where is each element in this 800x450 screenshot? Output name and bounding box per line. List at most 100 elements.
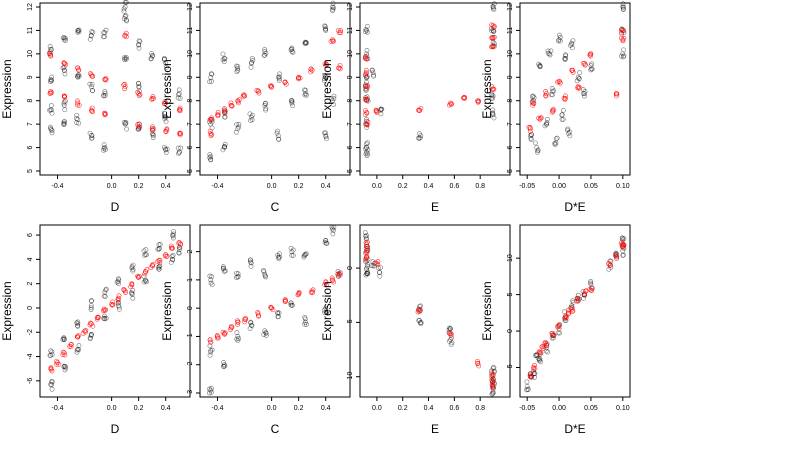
- x-tick-label: 0.2: [134, 405, 144, 412]
- x-tick-label: 0.6: [449, 183, 459, 190]
- observed-point: [531, 368, 536, 374]
- observed-point: [249, 112, 255, 118]
- y-axis-label: Expression: [480, 281, 494, 340]
- y-tick-label: -5: [347, 319, 354, 325]
- y-tick-label: 9: [347, 75, 354, 79]
- observed-point: [175, 92, 181, 98]
- observed-point: [490, 390, 495, 396]
- fitted-point: [229, 324, 235, 330]
- panel-4: -0.05 0.00 0.05 0.10 5 6 7 8 9 10 11 12 D*E Expressio…: [480, 1, 631, 214]
- observed-point: [88, 298, 94, 304]
- observed-point: [276, 310, 282, 316]
- observed-point: [130, 262, 136, 268]
- observed-point: [248, 64, 254, 70]
- observed-point: [250, 57, 256, 63]
- fitted-point: [335, 273, 341, 279]
- observed-point: [553, 136, 559, 142]
- observed-point: [363, 151, 369, 157]
- observed-point: [207, 79, 213, 85]
- observed-point: [588, 279, 594, 284]
- fitted-point: [221, 331, 227, 337]
- fitted-point: [563, 93, 568, 99]
- observed-point: [532, 140, 538, 146]
- x-tick-label: 0.4: [161, 405, 171, 412]
- y-tick-label: 11: [27, 27, 34, 34]
- fitted-point: [575, 85, 581, 90]
- fitted-point: [461, 95, 467, 101]
- fitted-point: [587, 51, 593, 57]
- fitted-point: [90, 323, 96, 329]
- observed-point: [62, 107, 68, 113]
- fitted-point: [620, 38, 626, 44]
- fitted-point: [621, 28, 627, 34]
- observed-point: [220, 51, 226, 57]
- fitted-point: [577, 85, 582, 91]
- observed-point: [74, 112, 80, 118]
- observed-point: [529, 132, 534, 137]
- fitted-point: [328, 39, 334, 44]
- observed-point: [177, 96, 183, 101]
- observed-point: [331, 5, 337, 11]
- fitted-point: [256, 88, 261, 94]
- observed-point: [220, 264, 226, 270]
- observed-point: [568, 43, 573, 48]
- observed-point: [621, 47, 626, 53]
- y-axis-label: Expression: [0, 281, 14, 340]
- x-tick-label: 0.2: [294, 405, 304, 412]
- fitted-point: [447, 331, 453, 337]
- observed-point: [136, 42, 142, 48]
- observed-point: [87, 36, 93, 42]
- fitted-point: [76, 333, 81, 339]
- fitted-point: [490, 373, 496, 379]
- fitted-point: [177, 105, 183, 111]
- y-tick-label: 8: [507, 99, 514, 103]
- fitted-point: [308, 66, 314, 72]
- observed-point: [123, 0, 129, 5]
- observed-point: [49, 74, 55, 80]
- observed-point: [491, 365, 497, 370]
- observed-point: [88, 33, 94, 39]
- observed-point: [331, 102, 336, 108]
- observed-point: [364, 23, 370, 29]
- observed-point: [543, 348, 549, 354]
- panel-3: 0.0 0.2 0.4 0.6 0.8 5 6 7 8 9 10 11 12 E Expression: [320, 1, 511, 214]
- fitted-point: [150, 94, 156, 99]
- fitted-point: [364, 56, 370, 62]
- observed-point: [370, 259, 376, 265]
- observed-point: [331, 96, 337, 102]
- fitted-point: [150, 127, 156, 133]
- y-tick-label: 0: [187, 306, 194, 310]
- observed-point: [60, 65, 66, 71]
- observed-point: [100, 34, 106, 40]
- observed-point: [141, 273, 147, 279]
- fitted-point: [476, 363, 482, 369]
- observed-point: [490, 4, 496, 9]
- fitted-point: [588, 53, 594, 59]
- fitted-point: [144, 267, 150, 272]
- fitted-point: [137, 124, 143, 130]
- fitted-point: [283, 81, 289, 87]
- observed-point: [48, 103, 54, 109]
- observed-point: [491, 115, 497, 121]
- fitted-point: [76, 103, 82, 108]
- plot-frame: [199, 224, 351, 398]
- x-tick-label: 0.4: [424, 405, 434, 412]
- fitted-point: [570, 308, 576, 314]
- y-tick-label: 7: [27, 122, 34, 126]
- fitted-point: [529, 100, 535, 106]
- observed-point: [103, 27, 109, 33]
- fitted-point: [163, 129, 169, 135]
- observed-point: [161, 144, 167, 150]
- observed-point: [364, 124, 370, 130]
- observed-point: [121, 8, 127, 14]
- observed-point: [524, 379, 530, 385]
- observed-point: [75, 28, 81, 33]
- observed-point: [144, 279, 149, 285]
- fitted-point: [338, 30, 344, 36]
- y-axis-label: Expression: [320, 281, 334, 340]
- observed-point: [247, 111, 253, 117]
- fitted-point: [76, 67, 82, 73]
- x-tick-label: 0.00: [552, 183, 566, 190]
- observed-point: [550, 335, 556, 341]
- y-tick-label: 7: [347, 122, 354, 126]
